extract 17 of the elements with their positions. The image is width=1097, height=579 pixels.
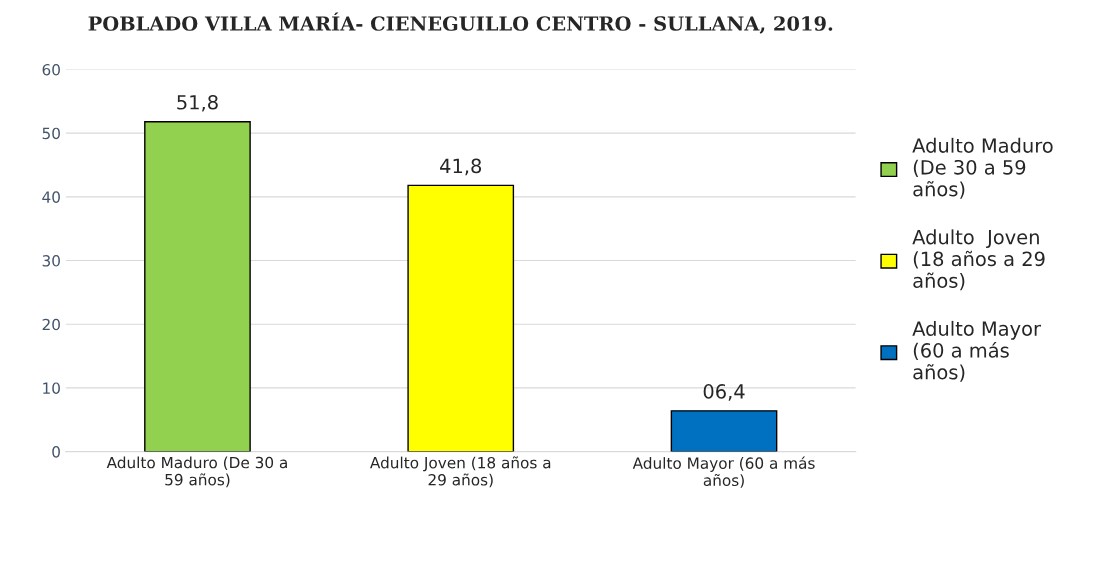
legend-label: Adulto Mayor (60 a más años) [912,320,1041,382]
y-tick-label: 30 [42,255,60,267]
x-tick-label: Adulto Mayor (60 a más años) [632,456,815,488]
chart-title: POBLADO VILLA MARÍA- CIENEGUILLO CENTRO - SULLANA, 2019. [88,12,833,34]
data-label: 06,4 [703,384,745,401]
y-tick-label: 20 [42,318,60,331]
data-label: 41,8 [440,158,482,176]
y-tick-label: 40 [42,191,60,203]
x-tick-label: Adulto Maduro (De 30 a 59 años) [106,456,287,488]
legend-label: Adulto Joven (18 años a 29 años) [912,229,1045,291]
legend-label: Adulto Maduro (De 30 a 59 años) [912,137,1053,199]
y-tick-label: 0 [52,446,60,458]
data-label: 51,8 [177,94,218,112]
y-tick-label: 50 [42,127,60,140]
x-tick-label: Adulto Joven (18 años a 29 años) [370,456,551,488]
y-tick-label: 60 [42,63,60,76]
y-tick-label: 10 [43,382,60,394]
